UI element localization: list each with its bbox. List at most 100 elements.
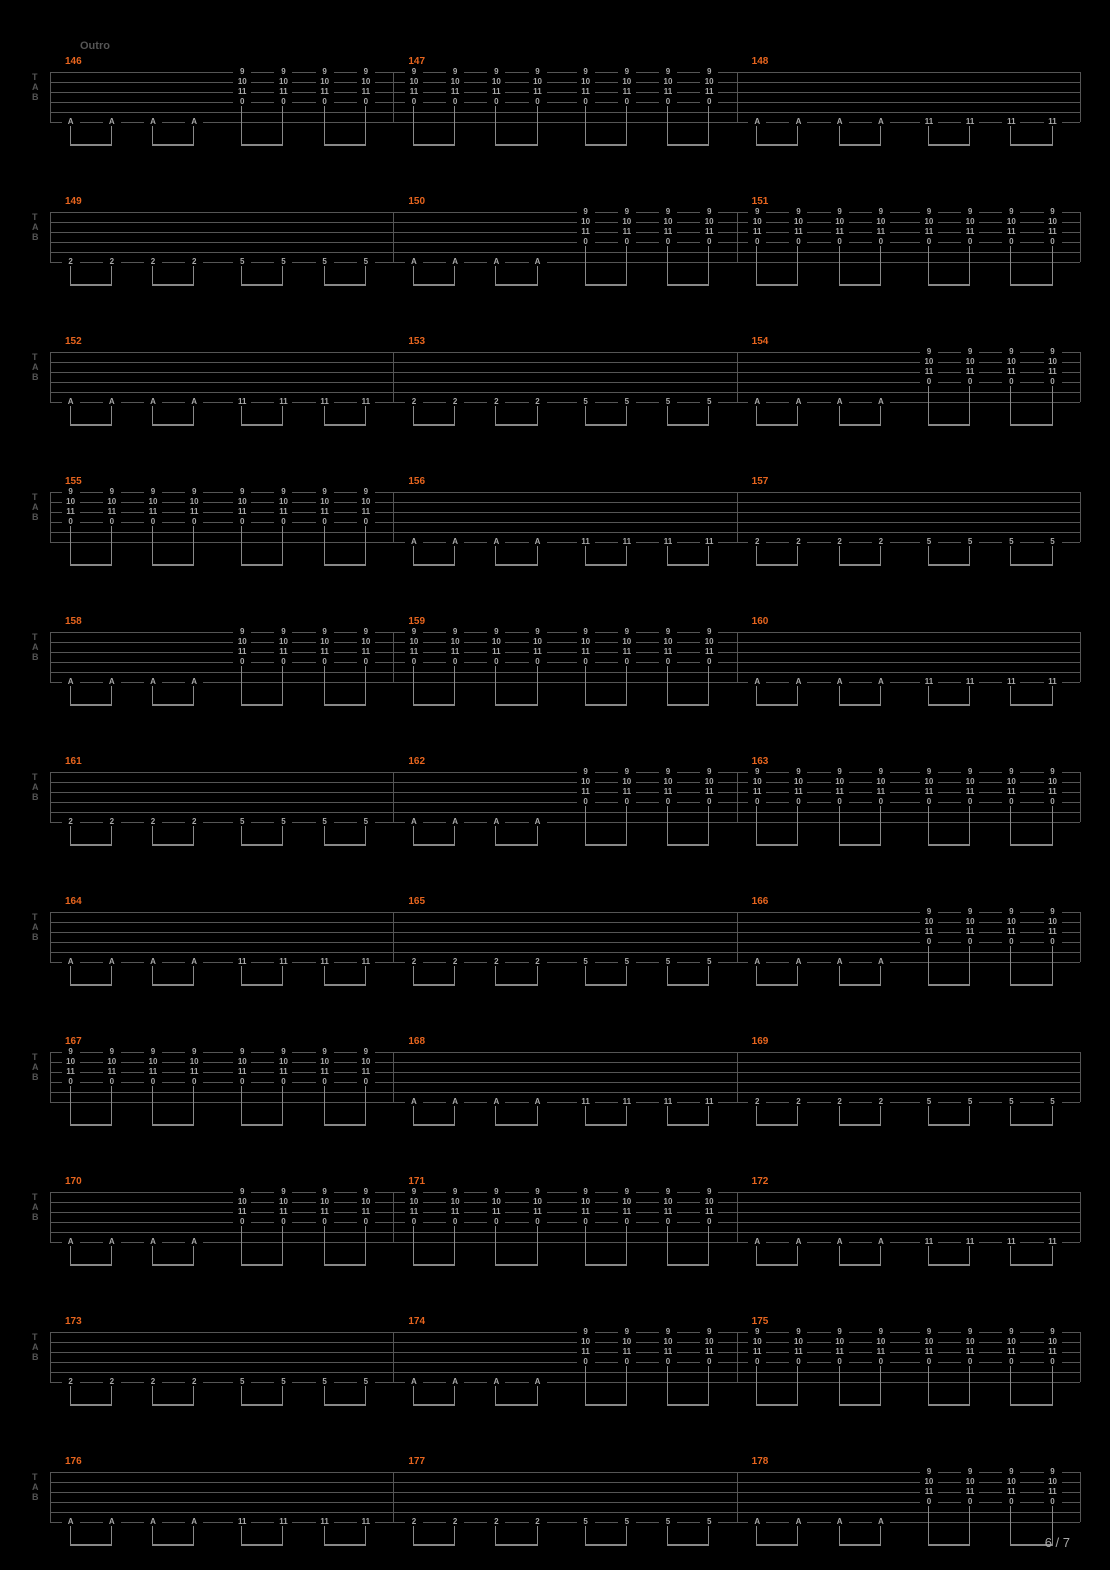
fret-number: 2 (831, 1098, 849, 1106)
fret-number: 2 (62, 818, 80, 826)
fret-number: 10 (920, 918, 938, 926)
fret-number: A (62, 1518, 80, 1526)
fret-number: A (789, 118, 807, 126)
beam (152, 844, 194, 846)
beam (152, 284, 194, 286)
note-stem (454, 1106, 455, 1124)
measure-number: 158 (65, 616, 82, 627)
fret-number: 11 (618, 1208, 636, 1216)
note-stem (324, 826, 325, 844)
beam (585, 564, 627, 566)
fret-number: 10 (103, 498, 121, 506)
fret-number: 0 (274, 518, 292, 526)
fret-number: 11 (1044, 678, 1062, 686)
fret-number: 10 (316, 1198, 334, 1206)
fret-number: 9 (357, 68, 375, 76)
note-stem (797, 1246, 798, 1264)
note-stem (70, 526, 71, 564)
fret-number: A (872, 1238, 890, 1246)
note-stem (495, 1386, 496, 1404)
fret-number: 0 (961, 238, 979, 246)
fret-number: 0 (1044, 798, 1062, 806)
note-stem (1052, 126, 1053, 144)
fret-number: 5 (316, 818, 334, 826)
beam (152, 144, 194, 146)
fret-number: 2 (103, 1378, 121, 1386)
note-stem (880, 406, 881, 424)
fret-number: 11 (1044, 368, 1062, 376)
fret-number: 9 (1002, 908, 1020, 916)
fret-number: 2 (62, 1378, 80, 1386)
note-stem (839, 246, 840, 284)
barline (393, 912, 394, 962)
fret-number: 0 (920, 378, 938, 386)
note-stem (756, 966, 757, 984)
fret-number: 0 (961, 378, 979, 386)
beam (152, 984, 194, 986)
fret-number: 10 (700, 778, 718, 786)
fret-number: A (103, 118, 121, 126)
fret-number: 11 (748, 1348, 766, 1356)
fret-number: A (487, 1378, 505, 1386)
fret-number: 0 (700, 798, 718, 806)
barline (393, 352, 394, 402)
fret-number: 9 (920, 768, 938, 776)
note-stem (70, 266, 71, 284)
fret-number: 0 (62, 518, 80, 526)
fret-number: 0 (920, 1498, 938, 1506)
fret-number: 5 (274, 818, 292, 826)
fret-number: 11 (659, 1098, 677, 1106)
fret-number: 10 (274, 1198, 292, 1206)
fret-number: 11 (659, 1348, 677, 1356)
note-stem (413, 1226, 414, 1264)
barline (737, 632, 738, 682)
note-stem (756, 1366, 757, 1404)
note-stem (708, 546, 709, 564)
note-stem (1010, 1246, 1011, 1264)
fret-number: 11 (961, 1348, 979, 1356)
note-stem (797, 246, 798, 284)
fret-number: 0 (316, 518, 334, 526)
note-stem (70, 1246, 71, 1264)
note-stem (70, 686, 71, 704)
fret-number: 2 (103, 818, 121, 826)
barline (393, 212, 394, 262)
fret-number: 11 (920, 228, 938, 236)
fret-number: 10 (577, 1338, 595, 1346)
fret-number: 11 (700, 1208, 718, 1216)
note-stem (152, 266, 153, 284)
fret-number: 9 (62, 1048, 80, 1056)
beam (413, 844, 455, 846)
fret-number: 10 (185, 498, 203, 506)
fret-number: 0 (446, 658, 464, 666)
fret-number: 9 (1044, 1468, 1062, 1476)
fret-number: 0 (357, 658, 375, 666)
fret-number: 0 (577, 1358, 595, 1366)
fret-number: 0 (357, 98, 375, 106)
note-stem (1052, 386, 1053, 424)
tab-system: TAB158AAAA910110910110910110910110159910… (30, 620, 1080, 712)
fret-number: 10 (700, 1338, 718, 1346)
tab-clef-label: TAB (32, 772, 39, 802)
beam (495, 564, 537, 566)
beam (1010, 1404, 1052, 1406)
fret-number: 9 (920, 1328, 938, 1336)
fret-number: A (103, 1238, 121, 1246)
fret-number: A (789, 1518, 807, 1526)
fret-number: 11 (1002, 228, 1020, 236)
barline (50, 72, 51, 122)
note-stem (282, 1226, 283, 1264)
note-stem (324, 666, 325, 704)
fret-number: 9 (961, 768, 979, 776)
fret-number: 9 (872, 208, 890, 216)
fret-number: 5 (700, 1518, 718, 1526)
fret-number: 11 (961, 1488, 979, 1496)
barline (1080, 772, 1081, 822)
fret-number: 0 (618, 98, 636, 106)
fret-number: 11 (316, 1208, 334, 1216)
note-stem (756, 806, 757, 844)
note-stem (969, 246, 970, 284)
fret-number: 11 (144, 1068, 162, 1076)
fret-number: 9 (700, 68, 718, 76)
note-stem (282, 966, 283, 984)
